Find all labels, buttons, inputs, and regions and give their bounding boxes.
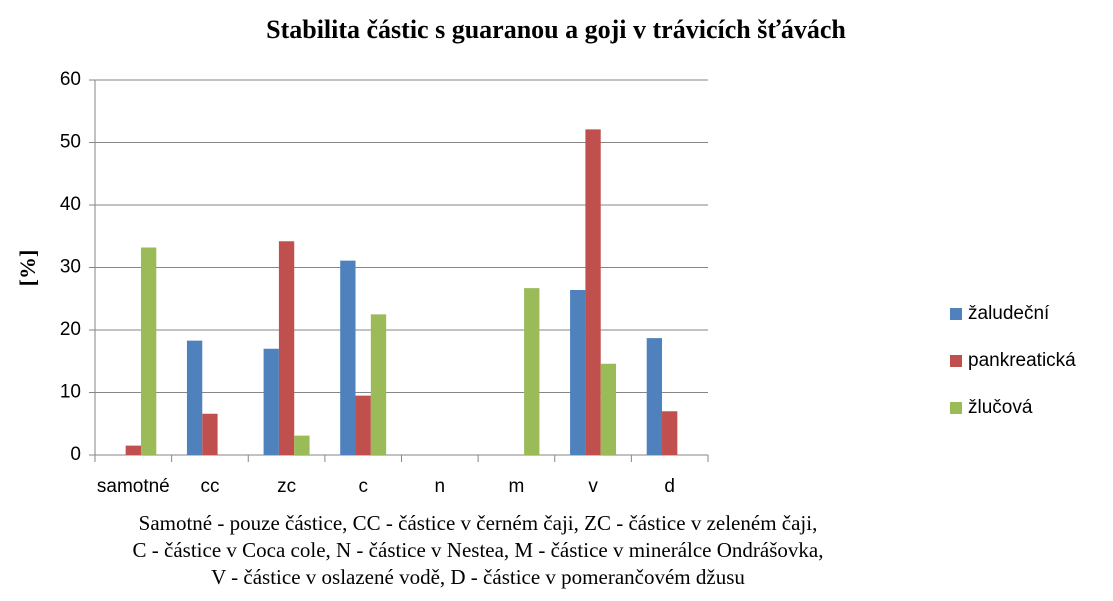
y-tick-label: 50 bbox=[60, 132, 81, 153]
legend-label: žaludeční bbox=[968, 303, 1050, 324]
bar bbox=[340, 260, 356, 455]
bar bbox=[278, 241, 295, 455]
legend-swatch bbox=[950, 402, 962, 414]
legend-swatch bbox=[950, 308, 962, 320]
bar bbox=[140, 247, 157, 455]
legend-swatch bbox=[950, 355, 962, 367]
bar bbox=[355, 395, 371, 455]
caption: V - částice v oslazené vodě, D - částice… bbox=[211, 565, 745, 589]
bar bbox=[263, 348, 279, 455]
x-tick-label: cc bbox=[200, 476, 219, 497]
chart-title: Stabilita částic s guaranou a goji v trá… bbox=[266, 15, 846, 44]
caption: Samotné - pouze částice, CC - částice v … bbox=[139, 511, 818, 535]
bar bbox=[202, 413, 218, 455]
x-tick-label: d bbox=[664, 476, 675, 497]
x-tick-label: c bbox=[358, 476, 368, 497]
bar bbox=[662, 411, 678, 455]
caption: C - částice v Coca cole, N - částice v N… bbox=[133, 538, 824, 562]
y-tick-label: 40 bbox=[60, 194, 81, 215]
bar bbox=[186, 340, 203, 455]
legend-label: žlučová bbox=[968, 397, 1033, 418]
bar bbox=[585, 129, 601, 455]
y-tick-label: 0 bbox=[70, 444, 81, 465]
y-tick-label: 60 bbox=[60, 69, 81, 90]
y-tick-label: 20 bbox=[60, 319, 81, 340]
bar bbox=[370, 314, 387, 455]
y-tick-label: 30 bbox=[60, 257, 81, 278]
bar bbox=[294, 435, 310, 455]
bar bbox=[125, 445, 141, 455]
y-tick-label: 10 bbox=[60, 382, 81, 403]
legend-label: pankreatická bbox=[968, 350, 1076, 371]
bar bbox=[600, 363, 617, 455]
x-tick-label: zc bbox=[277, 476, 296, 497]
x-tick-label: samotné bbox=[97, 476, 170, 497]
x-tick-label: m bbox=[509, 476, 525, 497]
bar bbox=[646, 338, 663, 455]
x-tick-label: n bbox=[435, 476, 446, 497]
y-axis-label: [%] bbox=[15, 250, 40, 287]
bar bbox=[570, 290, 586, 455]
x-tick-label: v bbox=[588, 476, 598, 497]
bar bbox=[524, 288, 540, 455]
